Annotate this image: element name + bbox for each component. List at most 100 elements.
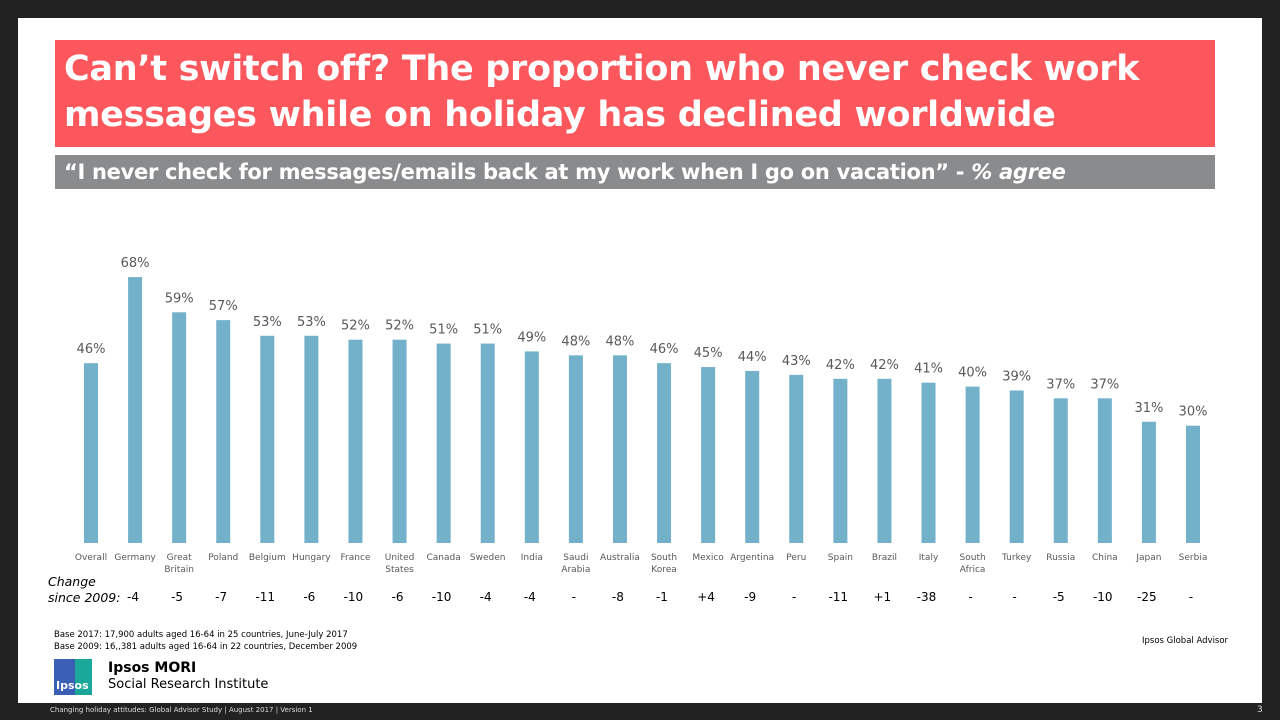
change-label-line2: since 2009: — [48, 590, 121, 605]
category-label: Saudi — [563, 553, 588, 563]
data-label: 30% — [1179, 405, 1208, 420]
change-value: - — [1012, 590, 1016, 604]
slide-title: Can’t switch off? The proportion who nev… — [55, 40, 1215, 147]
data-label: 52% — [385, 319, 414, 334]
bar — [304, 335, 319, 543]
data-label: 46% — [650, 342, 679, 357]
change-value: -10 — [344, 590, 364, 604]
change-value: - — [968, 590, 972, 604]
change-value: -4 — [127, 590, 139, 604]
bar — [348, 339, 363, 543]
data-label: 42% — [870, 358, 899, 373]
bar — [921, 382, 936, 543]
bar — [128, 277, 143, 543]
data-label: 49% — [517, 330, 546, 345]
change-value: -11 — [255, 590, 275, 604]
ipsos-logo: Ipsos — [54, 659, 92, 695]
category-label: Britain — [164, 565, 194, 575]
change-value: -25 — [1137, 590, 1157, 604]
change-value: -10 — [1093, 590, 1113, 604]
change-value: -5 — [171, 590, 183, 604]
page-number: 3 — [1257, 705, 1263, 715]
change-value: -5 — [1053, 590, 1065, 604]
category-label: Turkey — [1001, 553, 1032, 563]
data-label: 31% — [1134, 401, 1163, 416]
bar — [701, 367, 716, 543]
category-label: United — [385, 553, 415, 563]
data-label: 48% — [606, 334, 635, 349]
footer-text: Changing holiday attitudes: Global Advis… — [50, 706, 313, 714]
change-value: -10 — [432, 590, 452, 604]
data-label: 37% — [1090, 377, 1119, 392]
bar — [84, 363, 98, 543]
data-label: 42% — [826, 358, 855, 373]
bar — [392, 339, 407, 543]
data-label: 53% — [297, 315, 326, 330]
bar — [789, 374, 804, 543]
logo-mark-text: Ipsos — [56, 679, 89, 692]
category-label: Russia — [1046, 553, 1075, 563]
data-label: 41% — [914, 362, 943, 377]
bar — [524, 351, 539, 543]
category-label: Belgium — [249, 553, 286, 563]
base-2009-note: Base 2009: 16,,381 adults aged 16-64 in … — [54, 642, 358, 652]
bar — [1097, 398, 1112, 543]
change-value: -1 — [656, 590, 668, 604]
data-label: 45% — [694, 346, 723, 361]
data-label: 44% — [738, 350, 767, 365]
bar — [216, 320, 231, 543]
category-label: Serbia — [1179, 553, 1208, 563]
data-label: 51% — [473, 323, 502, 338]
data-label: 48% — [561, 334, 590, 349]
bar — [260, 335, 275, 543]
category-label: Canada — [427, 553, 461, 563]
data-label: 57% — [209, 299, 238, 314]
subtitle-measure: % agree — [971, 160, 1066, 184]
data-label: 53% — [253, 315, 282, 330]
bar — [833, 378, 848, 543]
change-since-label: Change since 2009: — [48, 574, 120, 606]
data-label: 51% — [429, 323, 458, 338]
change-value: -7 — [215, 590, 227, 604]
bar — [612, 355, 627, 543]
change-value: - — [572, 590, 576, 604]
change-value: -4 — [480, 590, 492, 604]
category-label: Poland — [208, 553, 238, 563]
data-label: 59% — [165, 291, 194, 306]
category-label: Overall — [75, 553, 107, 563]
bar — [1009, 390, 1024, 543]
bar — [480, 343, 495, 543]
change-value: +1 — [874, 590, 892, 604]
subtitle-quote: “I never check for messages/emails back … — [64, 160, 972, 184]
slide-subtitle: “I never check for messages/emails back … — [55, 155, 1215, 189]
category-label: Africa — [960, 565, 986, 575]
data-label: 43% — [782, 354, 811, 369]
data-label: 39% — [1002, 370, 1031, 385]
category-label: South — [651, 553, 677, 563]
category-label: France — [341, 553, 371, 563]
category-label: Italy — [919, 553, 939, 563]
change-value: -11 — [828, 590, 848, 604]
data-label: 46% — [77, 342, 106, 357]
category-label: Brazil — [872, 553, 897, 563]
bar — [1141, 421, 1156, 543]
bar — [877, 378, 892, 543]
category-label: States — [385, 565, 414, 575]
bar — [745, 370, 760, 543]
category-label: Germany — [114, 553, 156, 563]
brand-tagline: Social Research Institute — [108, 677, 269, 692]
bar — [657, 363, 672, 543]
data-label: 37% — [1046, 377, 1075, 392]
category-label: Arabia — [561, 565, 590, 575]
bar — [965, 386, 980, 543]
category-label: Korea — [651, 565, 677, 575]
category-label: Spain — [828, 553, 853, 563]
bar — [172, 312, 187, 543]
bar — [1053, 398, 1068, 543]
category-label: China — [1092, 553, 1118, 563]
category-label: Hungary — [292, 553, 331, 563]
change-value: -8 — [612, 590, 624, 604]
change-value: -9 — [744, 590, 756, 604]
bar — [436, 343, 451, 543]
category-label: Mexico — [692, 553, 724, 563]
